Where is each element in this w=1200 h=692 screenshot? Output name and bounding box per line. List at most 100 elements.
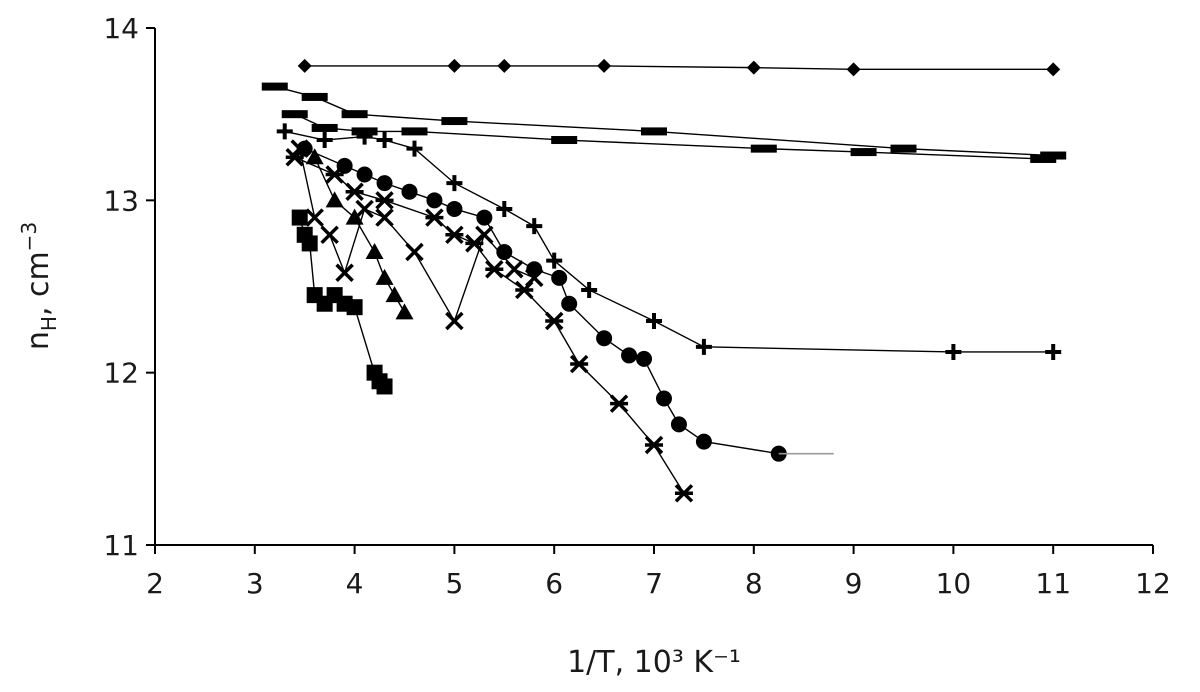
data-point-plus bbox=[526, 218, 543, 235]
data-point-x bbox=[445, 311, 464, 331]
data-point-x bbox=[525, 268, 544, 288]
series-6-star bbox=[285, 148, 694, 503]
data-point-plus bbox=[1045, 343, 1062, 360]
data-point-x bbox=[355, 199, 374, 219]
series-line bbox=[304, 65, 1054, 71]
data-point-x bbox=[290, 139, 309, 158]
x-tick-label: 12 bbox=[1135, 567, 1171, 600]
data-point-circle bbox=[636, 350, 653, 367]
y-axis-title-unit: , cm bbox=[21, 251, 56, 316]
x-tick-label: 7 bbox=[645, 567, 663, 600]
data-point-x bbox=[475, 225, 494, 245]
y-ticks: 11 12 13 14 bbox=[103, 12, 155, 562]
data-point-dash bbox=[311, 123, 338, 132]
data-point-dash bbox=[1030, 154, 1057, 163]
data-point-dash bbox=[301, 92, 328, 101]
data-point-plus bbox=[276, 123, 293, 140]
data-point-dash bbox=[750, 144, 777, 153]
data-point-triangle bbox=[345, 208, 364, 225]
y-tick-label: 12 bbox=[103, 357, 139, 390]
data-point-circle bbox=[356, 166, 373, 183]
data-point-triangle bbox=[325, 191, 344, 208]
data-point-dash bbox=[441, 117, 468, 126]
data-point-diamond bbox=[297, 58, 312, 73]
data-point-plus bbox=[945, 343, 962, 360]
data-point-circle bbox=[426, 192, 443, 209]
series-layer bbox=[261, 58, 1067, 503]
data-point-square bbox=[346, 299, 363, 316]
y-tick-label: 13 bbox=[103, 184, 139, 217]
data-point-x bbox=[335, 263, 354, 282]
data-point-star bbox=[544, 311, 564, 331]
data-point-circle bbox=[446, 200, 463, 217]
data-point-dash bbox=[401, 127, 428, 136]
series-7-x bbox=[290, 139, 544, 331]
data-point-x bbox=[505, 260, 524, 279]
data-point-dash bbox=[641, 127, 667, 136]
data-point-dash bbox=[890, 144, 917, 153]
data-point-circle bbox=[670, 416, 687, 433]
data-point-triangle bbox=[385, 286, 404, 303]
series-line bbox=[274, 85, 1054, 157]
x-tick-label: 8 bbox=[745, 567, 763, 600]
data-point-triangle bbox=[305, 148, 324, 165]
data-point-star bbox=[569, 354, 589, 374]
y-tick-label: 11 bbox=[103, 529, 139, 562]
data-point-diamond bbox=[846, 62, 861, 77]
series-5-circle bbox=[296, 140, 787, 462]
data-point-star bbox=[674, 484, 694, 503]
data-point-circle bbox=[551, 269, 568, 286]
data-point-star bbox=[375, 191, 394, 210]
y-tick-label: 14 bbox=[103, 12, 139, 45]
x-tick-label: 3 bbox=[246, 567, 264, 600]
x-axis-title: 1/T, 10³ K⁻¹ bbox=[567, 645, 741, 680]
data-point-x bbox=[375, 208, 394, 227]
data-point-circle bbox=[621, 347, 638, 364]
data-point-triangle bbox=[395, 303, 414, 320]
x-ticks: 2 3 4 5 6 7 8 9 10 11 12 bbox=[146, 545, 1171, 600]
data-point-circle bbox=[596, 330, 613, 347]
x-tick-label: 6 bbox=[545, 567, 563, 600]
data-point-plus bbox=[581, 281, 598, 298]
x-tick-label: 4 bbox=[346, 567, 364, 600]
series-9-square bbox=[291, 209, 393, 395]
data-point-star bbox=[485, 260, 504, 279]
series-line bbox=[294, 156, 685, 494]
data-point-star bbox=[515, 280, 534, 300]
data-point-circle bbox=[695, 433, 712, 450]
data-point-circle bbox=[401, 183, 418, 200]
data-point-dash bbox=[551, 136, 578, 145]
data-point-plus bbox=[376, 132, 393, 149]
data-point-star bbox=[445, 225, 464, 245]
data-point-plus bbox=[446, 175, 463, 192]
data-point-circle bbox=[496, 244, 513, 261]
data-point-diamond bbox=[447, 58, 462, 73]
data-point-x bbox=[405, 242, 424, 262]
data-point-plus bbox=[356, 128, 373, 145]
data-point-triangle bbox=[375, 268, 394, 285]
data-point-star bbox=[609, 394, 629, 413]
series-3-dash bbox=[281, 110, 1057, 163]
data-point-dash bbox=[850, 148, 877, 157]
data-point-circle bbox=[376, 175, 393, 192]
x-tick-label: 10 bbox=[936, 567, 972, 600]
data-point-plus bbox=[316, 132, 333, 149]
data-point-star bbox=[325, 165, 344, 184]
data-point-x bbox=[320, 225, 339, 245]
x-tick-label: 2 bbox=[146, 567, 164, 600]
series-8-triangle bbox=[305, 148, 414, 320]
data-point-triangle bbox=[365, 243, 384, 260]
series-line bbox=[294, 113, 1044, 160]
data-point-star bbox=[345, 182, 364, 201]
data-point-dash bbox=[261, 82, 288, 91]
y-axis-title: nH, cm−3 bbox=[17, 222, 61, 350]
series-1-diamond bbox=[297, 58, 1061, 77]
data-point-circle bbox=[561, 295, 578, 312]
data-point-dash bbox=[341, 110, 368, 119]
x-tick-label: 9 bbox=[845, 567, 863, 600]
data-point-diamond bbox=[1046, 62, 1061, 77]
series-2-dash bbox=[261, 82, 1067, 160]
y-axis-title-superscript: −3 bbox=[17, 222, 41, 251]
x-tick-label: 11 bbox=[1035, 567, 1071, 600]
data-point-star bbox=[425, 208, 444, 227]
